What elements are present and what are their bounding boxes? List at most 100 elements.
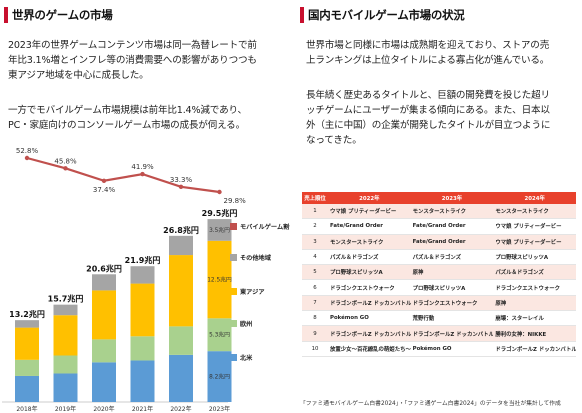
title-cell: 放置少女～百花繚乱の萌姫たち～	[328, 341, 411, 357]
bar-segment-3	[130, 266, 155, 284]
domestic-market-paragraph-2: 長年続く歴史あるタイトルと、巨額の開発費を投じた超リ ッチゲームにユーザーが集ま…	[306, 88, 550, 148]
mobile-share-label: 41.9%	[131, 163, 154, 171]
bar-segment-1	[169, 326, 193, 355]
legend-swatch	[230, 223, 237, 230]
table-row: 7 ドラゴンボールZ ドッカンバトル ドラゴンクエストウォーク 原神	[302, 295, 576, 312]
rank-cell: 5	[302, 264, 328, 281]
mobile-share-point	[63, 166, 68, 171]
title-cell: Pokémon GO	[410, 341, 494, 357]
bar-segment-0	[15, 375, 39, 402]
bar-segment-1	[130, 336, 155, 361]
text-line: 長年続く歴史あるタイトルと、巨額の開発費を投じた超リ	[306, 90, 550, 101]
text-line: 年比3.1%増とインフレ等の消費需要への影響がありつつも	[8, 55, 257, 66]
title-cell: モンスターストライク	[410, 204, 494, 220]
title-cell: 原神	[493, 295, 576, 312]
column-header: 2024年	[493, 192, 576, 204]
x-tick-label: 2020年	[93, 405, 114, 413]
title-cell: パズル＆ドラゴンズ	[410, 249, 494, 266]
segment-value-label: 12.5兆円	[207, 276, 232, 284]
bar-total-label: 13.2兆円	[9, 309, 45, 319]
x-tick-label: 2021年	[132, 405, 153, 413]
bar-segment-2	[15, 327, 39, 360]
text-line: PC・家庭向けのコンソールゲーム市場の成長が伺える。	[8, 120, 245, 131]
title-cell: プロ野球スピリッツA	[493, 249, 576, 266]
text-line: 外（主に中国）の企業が開発したタイトルが目立つように	[306, 120, 551, 131]
bar-segment-2	[169, 255, 193, 327]
mobile-share-point	[101, 178, 107, 183]
legend-swatch	[230, 288, 237, 295]
text-line: 一方でモバイルゲーム市場規模は前年比1.4%減であり、	[8, 105, 247, 116]
legend-label: 東アジア	[240, 288, 265, 296]
bar-segment-0	[92, 362, 116, 402]
segment-value-label: 8.2兆円	[209, 373, 230, 381]
bar-segment-1	[92, 339, 116, 363]
bar-segment-0	[53, 373, 78, 402]
title-cell: ウマ娘 プリティーダービー	[328, 204, 411, 220]
title-cell: 崩壊：スターレイル	[493, 310, 576, 327]
title-cell: 原神	[410, 264, 494, 281]
title-accent-bar	[300, 7, 304, 23]
bar-segment-3	[53, 304, 78, 316]
mobile-share-label: 45.8%	[54, 157, 77, 165]
title-cell: パズル＆ドラゴンズ	[328, 249, 411, 266]
bar-total-label: 29.5兆円	[202, 208, 238, 218]
bar-segment-3	[207, 219, 232, 241]
title-cell: ウマ娘 プリティーダービー	[493, 234, 576, 250]
title-cell: パズル＆ドラゴンズ	[493, 264, 576, 281]
table-row: 10 放置少女～百花繚乱の萌姫たち～ Pokémon GO ドラゴンボールZ ドッカン…	[302, 341, 576, 357]
title-cell: ドラゴンボールZ ドッカンバトル	[493, 341, 576, 357]
column-header: 2023年	[410, 192, 494, 204]
mobile-share-point	[140, 171, 145, 177]
bar-total-label: 21.9兆円	[125, 255, 161, 265]
title-cell: プロ野球スピリッツA	[328, 264, 411, 281]
bar-segment-1	[53, 355, 78, 374]
rank-cell: 8	[302, 310, 328, 327]
text-line: 上ランキングは上位タイトルによる寡占化が進んでいる。	[306, 55, 550, 66]
rank-cell: 4	[302, 249, 328, 266]
table-row: 3 モンスターストライク Fate/Grand Order ウマ娘 プリティーダービー	[302, 234, 576, 250]
mobile-share-label: 37.4%	[93, 186, 116, 194]
rank-cell: 9	[302, 325, 328, 342]
x-tick-label: 2018年	[16, 405, 37, 413]
x-tick-label: 2019年	[55, 405, 76, 413]
bar-segment-0	[169, 354, 193, 402]
x-tick-label: 2022年	[170, 405, 191, 413]
table-row: 8 Pokémon GO 荒野行動 崩壊：スターレイル	[302, 310, 576, 327]
text-line: 2023年の世界ゲームコンテンツ市場は同一為替レートで前	[8, 40, 257, 51]
title-cell: ドラゴンクエストウォーク	[493, 279, 576, 296]
title-cell: Fate/Grand Order	[410, 218, 494, 235]
domestic-market-title-block: 国内モバイルゲーム市場の状況	[300, 6, 465, 24]
bar-segment-0	[207, 351, 232, 402]
column-header: 2022年	[328, 192, 411, 204]
mobile-share-point	[178, 184, 184, 190]
title-cell: ドラゴンボールZ ドッカンバトル	[328, 295, 411, 312]
bar-segment-2	[130, 283, 155, 337]
world-market-title-block: 世界のゲームの市場	[4, 6, 113, 24]
title-cell: ドラゴンクエストウォーク	[410, 295, 494, 312]
table-header-row: 売上順位 2022年 2023年 2024年	[302, 192, 576, 204]
world-market-paragraph-1: 2023年の世界ゲームコンテンツ市場は同一為替レートで前 年比3.1%増とインフ…	[8, 38, 257, 83]
legend-label: 北米	[240, 354, 253, 362]
title-cell: Fate/Grand Order	[410, 234, 494, 250]
table-row: 6 ドラゴンクエストウォーク プロ野球スピリッツA ドラゴンクエストウォーク	[302, 279, 576, 296]
bar-segment-3	[169, 235, 193, 256]
x-tick-label: 2023年	[209, 405, 230, 413]
bar-segment-3	[15, 320, 39, 328]
rank-cell: 1	[302, 204, 328, 220]
rank-cell: 7	[302, 295, 328, 312]
title-cell: ドラゴンボールZ ドッカンバトル	[328, 325, 411, 342]
rank-cell: 2	[302, 218, 328, 235]
bar-segment-2	[207, 240, 232, 319]
title-cell: Fate/Grand Order	[328, 218, 411, 235]
source-footnote: 「ファミ通モバイルゲーム白書2024」・「ファミ通ゲーム白書2024」のデータを…	[300, 401, 561, 407]
title-cell: プロ野球スピリッツA	[410, 279, 494, 296]
world-game-market-chart: 2018年 13.2兆円 2019年 15.7兆円 2020年 20.6兆円 2021年 21…	[2, 147, 290, 413]
domestic-market-title: 国内モバイルゲーム市場の状況	[308, 8, 465, 22]
title-cell: ドラゴンクエストウォーク	[328, 279, 411, 296]
mobile-share-label: 33.3%	[170, 176, 193, 184]
table-row: 4 パズル＆ドラゴンズ パズル＆ドラゴンズ プロ野球スピリッツA	[302, 249, 576, 266]
table-row: 1 ウマ娘 プリティーダービー モンスターストライク モンスターストライク	[302, 204, 576, 220]
legend-swatch	[230, 354, 237, 361]
rank-cell: 6	[302, 279, 328, 296]
bar-total-label: 20.6兆円	[86, 263, 122, 273]
